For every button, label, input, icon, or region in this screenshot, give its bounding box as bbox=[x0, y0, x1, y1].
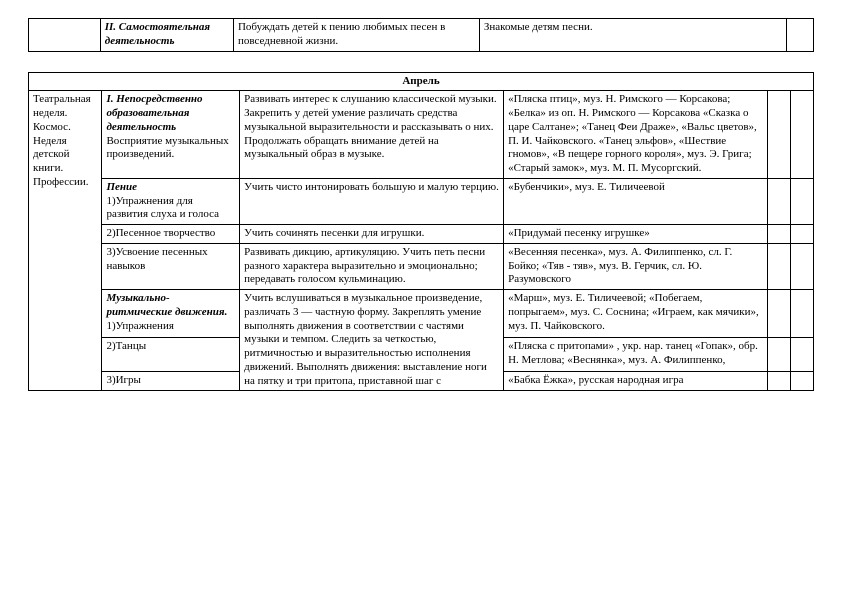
cell-narrow bbox=[787, 19, 814, 52]
narrow-cell bbox=[768, 243, 791, 289]
goal-cell: Развивать дикцию, артикуляцию. Учить пет… bbox=[240, 243, 504, 289]
narrow-cell bbox=[790, 371, 813, 390]
narrow-cell bbox=[768, 178, 791, 224]
activity-sub: 1)Упражнения для развития слуха и голоса bbox=[106, 195, 219, 221]
activity-kind-label: II. Самостоятельная деятельность bbox=[105, 21, 210, 47]
repertoire-cell: «Весенняя песенка», муз. А. Филиппенко, … bbox=[504, 243, 768, 289]
activity-title: Пение bbox=[106, 181, 137, 193]
table-row: 2)Песенное творчество Учить сочинять пес… bbox=[29, 225, 814, 244]
repertoire-cell: «Марш», муз. Е. Тиличеевой; «Побегаем, п… bbox=[504, 290, 768, 338]
repertoire-cell: «Придумай песенку игрушке» bbox=[504, 225, 768, 244]
activity-title: Музыкально-ритмические движения. bbox=[106, 292, 227, 318]
table-row: Пение 1)Упражнения для развития слуха и … bbox=[29, 178, 814, 224]
repertoire-cell: «Пляска птиц», муз. Н. Римского — Корсак… bbox=[504, 91, 768, 179]
activity-cell: I. Непосредственно образовательная деяте… bbox=[102, 91, 240, 179]
narrow-cell bbox=[790, 178, 813, 224]
activity-sub: Восприятие музыкальных произведений. bbox=[106, 135, 228, 161]
narrow-cell bbox=[790, 338, 813, 372]
narrow-cell bbox=[768, 338, 791, 372]
table-row: II. Самостоятельная деятельность Побужда… bbox=[29, 19, 814, 52]
theme-cell: Театральная неделя. Космос. Неделя детск… bbox=[29, 91, 102, 391]
cell-activity-kind: II. Самостоятельная деятельность bbox=[100, 19, 233, 52]
activity-cell: 3)Игры bbox=[102, 371, 240, 390]
narrow-cell bbox=[768, 91, 791, 179]
table-row: Музыкально-ритмические движения. 1)Упраж… bbox=[29, 290, 814, 338]
month-row: Апрель bbox=[29, 72, 814, 91]
narrow-cell bbox=[768, 225, 791, 244]
april-table: Апрель Театральная неделя. Космос. Недел… bbox=[28, 72, 814, 392]
top-table: II. Самостоятельная деятельность Побужда… bbox=[28, 18, 814, 52]
cell-repertoire: Знакомые детям песни. bbox=[479, 19, 786, 52]
repertoire-cell: «Бабка Ёжка», русская народная игра bbox=[504, 371, 768, 390]
activity-title: I. Непосредственно образовательная деяте… bbox=[106, 93, 202, 133]
narrow-cell bbox=[790, 225, 813, 244]
activity-sub: 1)Упражнения bbox=[106, 320, 173, 332]
narrow-cell bbox=[790, 91, 813, 179]
cell-empty bbox=[29, 19, 101, 52]
activity-cell: Музыкально-ритмические движения. 1)Упраж… bbox=[102, 290, 240, 338]
activity-cell: Пение 1)Упражнения для развития слуха и … bbox=[102, 178, 240, 224]
narrow-cell bbox=[768, 290, 791, 338]
repertoire-cell: «Пляска с притопами» , укр. нар. танец «… bbox=[504, 338, 768, 372]
month-header: Апрель bbox=[29, 72, 814, 91]
activity-cell: 3)Усвоение песенных навыков bbox=[102, 243, 240, 289]
goal-cell: Учить сочинять песенки для игрушки. bbox=[240, 225, 504, 244]
activity-cell: 2)Песенное творчество bbox=[102, 225, 240, 244]
table-row: Театральная неделя. Космос. Неделя детск… bbox=[29, 91, 814, 179]
activity-cell: 2)Танцы bbox=[102, 338, 240, 372]
cell-goal: Побуждать детей к пению любимых песен в … bbox=[233, 19, 479, 52]
narrow-cell bbox=[790, 290, 813, 338]
repertoire-cell: «Бубенчики», муз. Е. Тиличеевой bbox=[504, 178, 768, 224]
goal-cell: Учить вслушиваться в музыкальное произве… bbox=[240, 290, 504, 391]
narrow-cell bbox=[768, 371, 791, 390]
goal-cell: Учить чисто интонировать большую и малую… bbox=[240, 178, 504, 224]
narrow-cell bbox=[790, 243, 813, 289]
table-row: 3)Усвоение песенных навыков Развивать ди… bbox=[29, 243, 814, 289]
goal-cell: Развивать интерес к слушанию классическо… bbox=[240, 91, 504, 179]
